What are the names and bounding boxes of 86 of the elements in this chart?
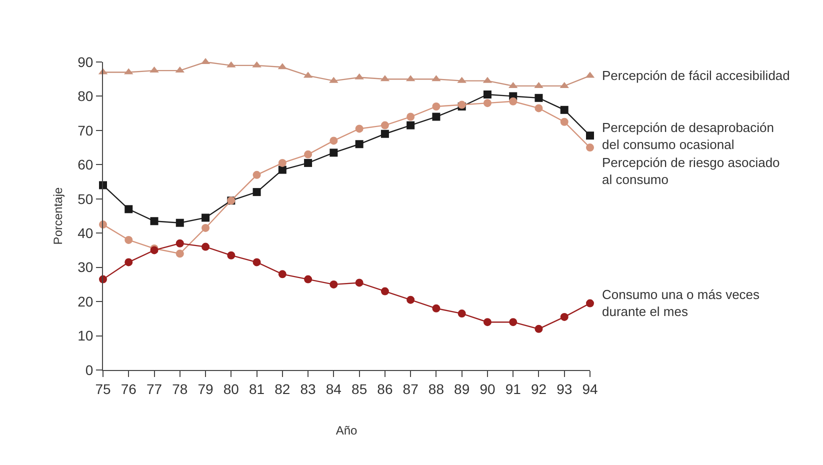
x-tick-label: 86 [377,380,393,397]
point [202,242,210,251]
point [330,136,338,145]
x-tick-label: 80 [223,380,240,397]
point [509,97,518,106]
x-tick-label: 91 [505,380,522,397]
point [150,217,158,226]
point [278,270,286,278]
point [509,318,518,326]
point [458,310,466,318]
x-tick-label: 89 [454,380,470,397]
point [176,218,184,227]
point [124,205,133,214]
point [380,121,389,130]
y-tick-label: 70 [78,122,94,138]
x-tick-label: 93 [556,380,572,397]
point [432,112,440,121]
y-tick-label: 90 [78,54,94,70]
point [406,296,415,304]
point [534,324,543,333]
y-axis-title: Porcentaje [50,186,65,245]
x-tick-label: 88 [428,380,444,397]
x-tick-label: 94 [582,380,598,397]
point [252,170,261,179]
point [278,166,286,174]
point [355,140,364,148]
point [483,99,492,108]
point [330,148,338,157]
point [124,236,133,244]
point [278,158,286,167]
x-tick-label: 84 [326,380,342,397]
x-tick-label: 81 [249,380,265,397]
x-tick-label: 83 [300,380,316,397]
x-tick-label: 78 [172,380,188,397]
point [534,94,543,102]
point [483,90,492,99]
point [560,118,568,126]
y-tick-label: 80 [78,88,94,104]
series-label: Percepción de fácil accesibilidad [602,68,790,83]
y-tick-label: 40 [78,225,94,242]
x-axis-title: Año [336,424,358,438]
series-label: Percepción de riesgo asociado al consumo [602,155,780,187]
point [124,258,133,266]
point [202,224,210,232]
point [586,299,594,308]
x-tick-label: 92 [530,380,547,397]
x-tick-label: 77 [146,380,162,397]
point [586,144,594,152]
point [227,251,236,260]
point [304,150,312,158]
x-tick-label: 87 [402,380,419,397]
y-tick-label: 60 [78,156,94,173]
y-tick-label: 50 [78,190,94,207]
point [406,121,415,130]
point [304,275,312,284]
y-tick-label: 30 [78,259,94,276]
x-tick-label: 76 [120,380,137,397]
x-tick-label: 82 [274,380,290,397]
x-tick-label: 75 [95,380,111,397]
point [432,304,440,312]
point [380,130,389,138]
y-tick-label: 0 [85,362,94,378]
point [252,188,261,196]
point [432,102,440,110]
point [355,278,364,287]
point [586,132,594,140]
point [534,104,543,112]
point [483,318,492,326]
x-tick-label: 90 [480,380,496,397]
point [355,124,364,133]
y-tick-label: 10 [78,328,94,344]
point [380,287,389,296]
point [252,258,261,266]
point [176,250,184,258]
x-tick-label: 85 [352,380,368,397]
x-tick-label: 79 [198,380,214,397]
point [406,112,415,121]
point [560,106,568,114]
point [176,239,184,248]
point [560,312,568,321]
y-tick-label: 20 [78,293,94,310]
point [304,158,312,167]
point [330,280,338,288]
series-label: Percepción de desaprobación del consumo ocasional [602,120,774,152]
series-label: Consumo una o más veces durante el mes [602,287,760,319]
point [202,214,210,222]
